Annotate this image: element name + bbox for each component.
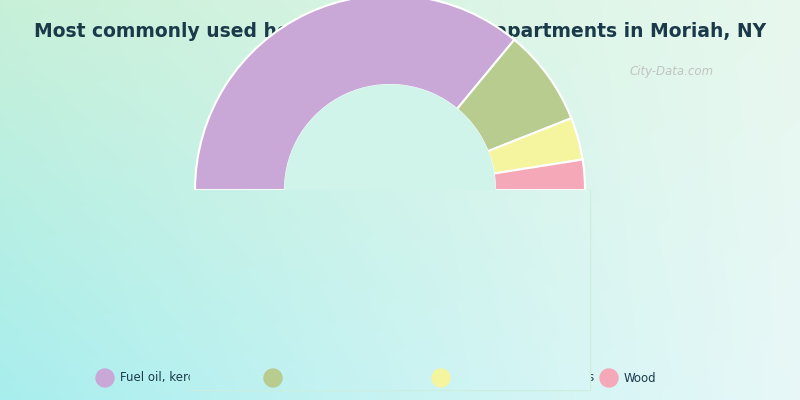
Text: Most commonly used house heating fuel in apartments in Moriah, NY: Most commonly used house heating fuel in…: [34, 22, 766, 41]
Circle shape: [600, 369, 618, 387]
Text: Electricity: Electricity: [288, 372, 347, 384]
Circle shape: [264, 369, 282, 387]
Circle shape: [285, 85, 495, 295]
Circle shape: [96, 369, 114, 387]
Wedge shape: [195, 0, 514, 190]
Text: Fuel oil, kerosene, etc.: Fuel oil, kerosene, etc.: [120, 372, 253, 384]
Wedge shape: [457, 40, 571, 151]
Text: City-Data.com: City-Data.com: [630, 66, 714, 78]
Wedge shape: [488, 118, 582, 174]
Text: Wood: Wood: [624, 372, 657, 384]
Wedge shape: [494, 160, 585, 190]
Text: Bottled, tank, or LP gas: Bottled, tank, or LP gas: [456, 372, 594, 384]
Circle shape: [432, 369, 450, 387]
Bar: [190, 190, 590, 390]
